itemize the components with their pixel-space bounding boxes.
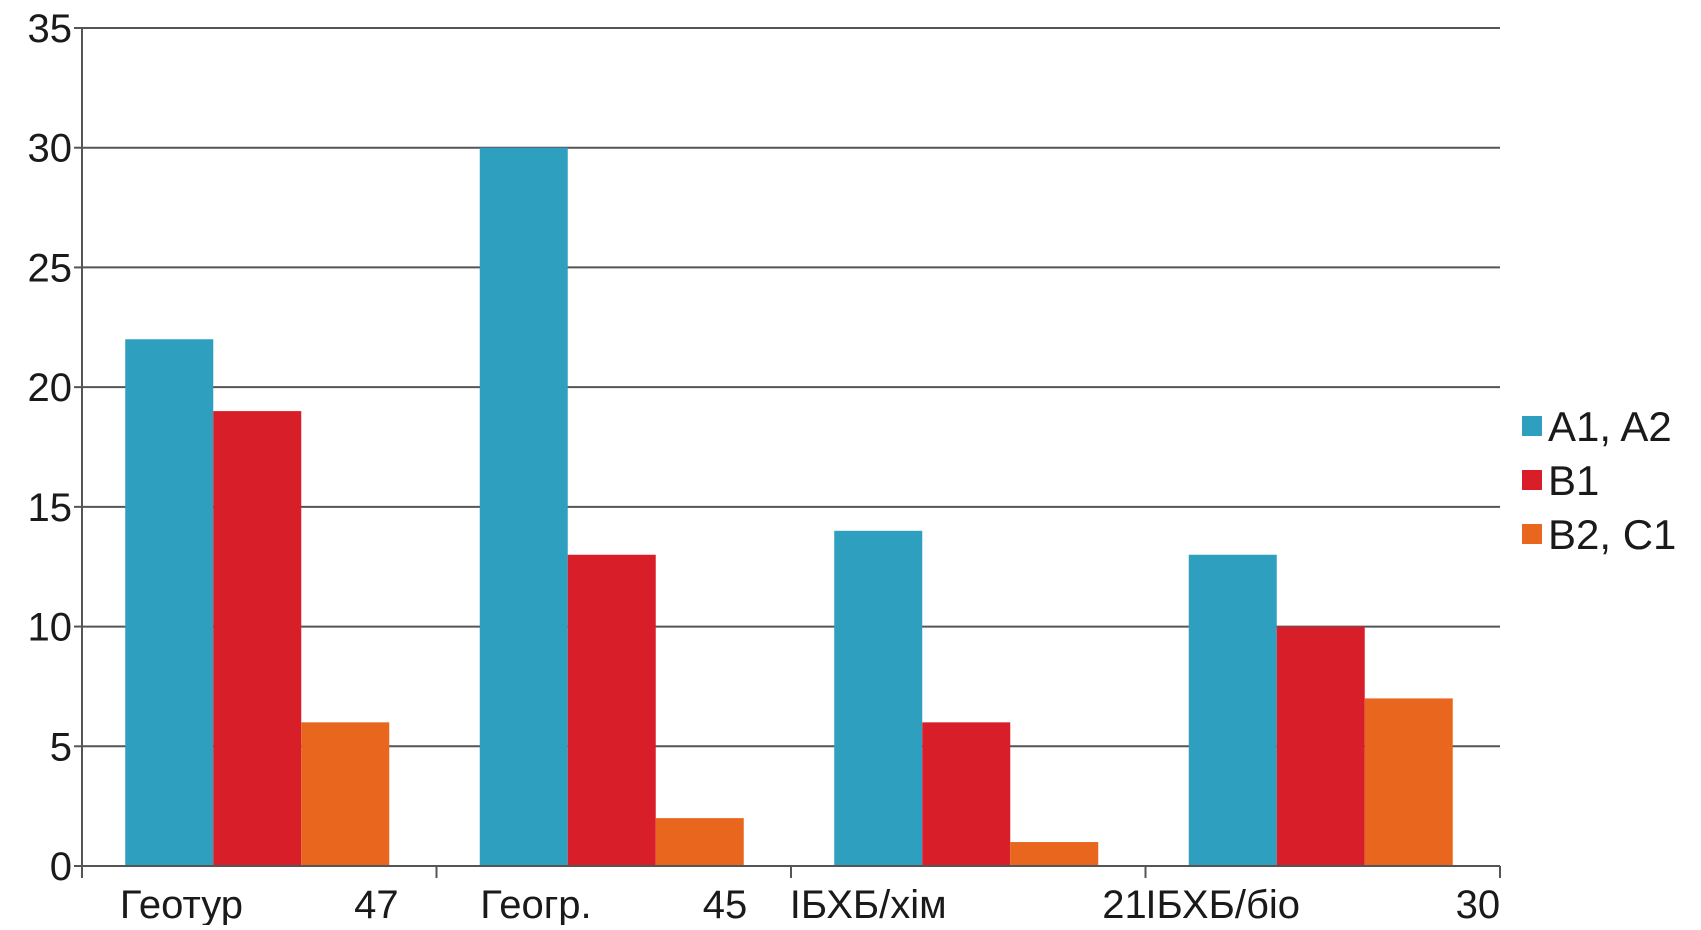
gridlines	[82, 27, 1500, 748]
bar-2-0	[834, 530, 923, 866]
bar-0-1	[213, 411, 302, 866]
bar-1-0	[479, 147, 568, 866]
x-category-label: Геотур 47	[120, 883, 399, 925]
legend-swatch	[1522, 416, 1542, 436]
bar-0-2	[301, 722, 390, 866]
bar-0-0	[125, 339, 214, 866]
y-tick-label: 35	[28, 7, 73, 51]
y-tick-label: 10	[28, 606, 73, 650]
legend-label: B1	[1548, 457, 1599, 504]
y-tick-label: 30	[28, 127, 73, 171]
bar-2-1	[922, 722, 1011, 866]
legend-swatch	[1522, 470, 1542, 490]
bars	[125, 147, 1453, 866]
bar-2-2	[1010, 842, 1099, 866]
bar-3-1	[1276, 626, 1365, 866]
legend-swatch	[1522, 524, 1542, 544]
legend: A1, A2 B1 B2, C1	[1522, 403, 1676, 558]
legend-label: B2, C1	[1548, 511, 1676, 558]
bar-3-2	[1364, 698, 1453, 866]
axis-labels: 0 5 10 15 20 25 30 35 Геотур 47 Геогр. 45 ІБХБ/хім…	[28, 7, 1501, 927]
x-category-label: Геогр. 45	[480, 883, 747, 925]
y-tick-label: 15	[28, 486, 73, 530]
y-tick-label: 5	[50, 725, 72, 769]
axes	[74, 27, 1501, 878]
legend-label: A1, A2	[1548, 403, 1672, 450]
x-category-label: ІБХБ/хім 21	[790, 883, 1147, 925]
y-tick-label: 25	[28, 246, 73, 290]
bar-3-0	[1188, 554, 1277, 866]
bar-1-2	[655, 818, 744, 866]
x-category-label: ІБХБ/біо 30	[1145, 883, 1500, 925]
y-tick-label: 20	[28, 366, 73, 410]
bar-1-1	[567, 554, 656, 866]
y-tick-label: 0	[50, 845, 72, 889]
